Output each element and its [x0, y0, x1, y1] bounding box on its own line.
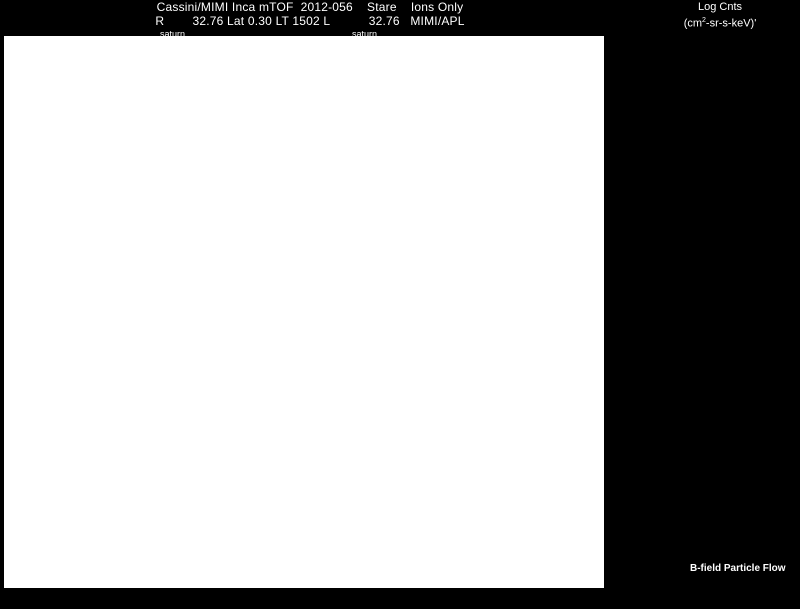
header: Cassini/MIMI Inca mTOF 2012-056 Stare Io… [0, 0, 620, 28]
skymap-panel-grid [4, 36, 604, 588]
colorbar-title-line-1: Log Cnts [697, 1, 743, 13]
bfield-particle-flow-label: B-field Particle Flow [690, 563, 786, 574]
header-line-2: R 32.76 Lat 0.30 LT 1502 L 32.76 MIMI/AP… [155, 14, 465, 28]
time-axis [4, 590, 604, 609]
saturn-label-left: saturn [160, 29, 186, 39]
colorbar-title: Log Cnts (cm2-sr-s-keV)' [640, 1, 800, 31]
energy-band-labels [657, 36, 800, 588]
header-line-1: Cassini/MIMI Inca mTOF 2012-056 Stare Io… [156, 0, 464, 14]
colorbar-title-line-2: (cm2-sr-s-keV)' [683, 17, 757, 30]
saturn-label-right: saturn [352, 29, 378, 39]
colorbar-stack [605, 36, 618, 588]
